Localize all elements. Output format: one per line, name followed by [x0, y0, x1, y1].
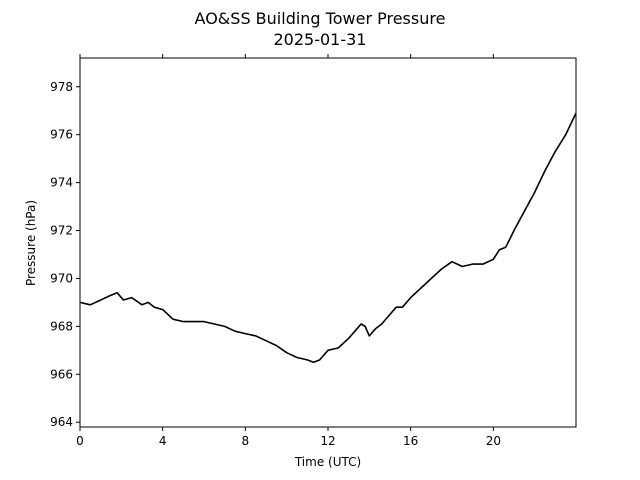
chart-title: AO&SS Building Tower Pressure [195, 9, 446, 28]
x-tick-label: 4 [159, 434, 167, 448]
x-tick-label: 0 [76, 434, 84, 448]
chart-subtitle: 2025-01-31 [274, 30, 367, 49]
y-axis-label: Pressure (hPa) [24, 200, 38, 286]
plot-frame [79, 57, 577, 428]
x-axis-label: Time (UTC) [294, 455, 361, 469]
plot-area [79, 112, 577, 364]
y-tick-label: 964 [50, 415, 73, 429]
x-tick-label: 12 [320, 434, 335, 448]
pressure-series-line [79, 112, 577, 364]
x-tick-label: 16 [403, 434, 418, 448]
y-tick-label: 966 [50, 367, 73, 381]
y-tick-label: 968 [50, 319, 73, 333]
y-tick-label: 972 [50, 224, 73, 238]
y-tick-label: 976 [50, 128, 73, 142]
axis-ticks: 0 4 8 12 16 20 964 966 968 970 972 974 976 978 [50, 54, 501, 448]
y-tick-label: 978 [50, 80, 73, 94]
y-tick-label: 974 [50, 176, 73, 190]
x-tick-label: 8 [242, 434, 250, 448]
x-tick-label: 20 [486, 434, 501, 448]
y-tick-label: 970 [50, 271, 73, 285]
